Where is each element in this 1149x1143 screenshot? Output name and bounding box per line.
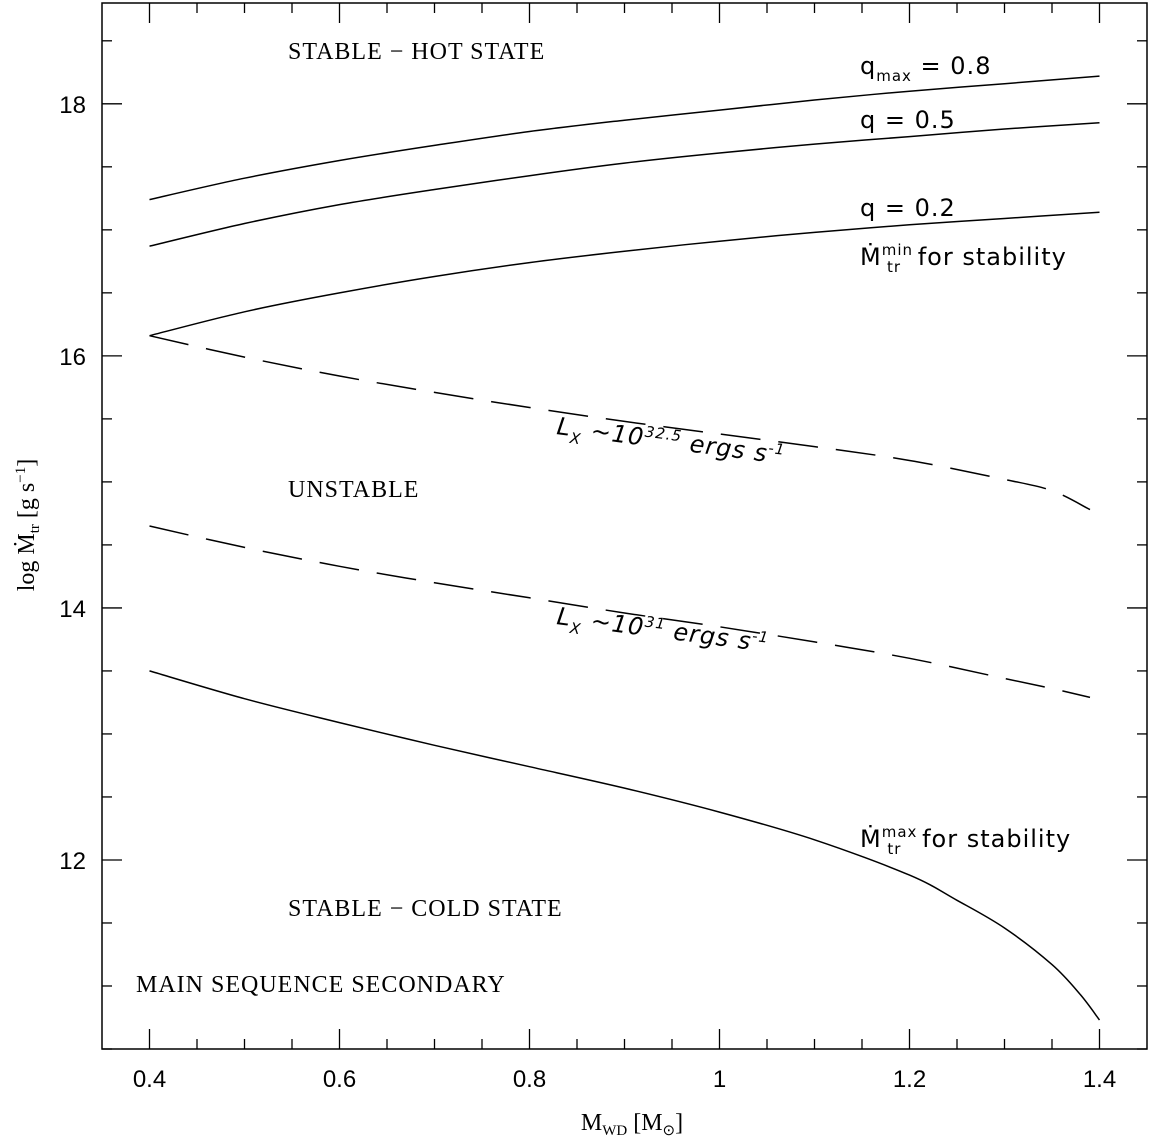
y-tick-label: 14 (59, 596, 86, 623)
curve-label-lx31: LX ~1031 ergs s-1 (555, 601, 771, 663)
series-group (149, 75, 1101, 1021)
x-tick-label: 1.2 (893, 1066, 926, 1093)
curve-label-q02: q = 0.2 (860, 194, 956, 222)
region-label-unstable: UNSTABLE (288, 477, 419, 503)
curve-label-lx325: LX ~1032.5 ergs s-1 (555, 411, 787, 475)
tick-marks (102, 3, 1147, 1050)
series-line-lx31 (149, 525, 1091, 699)
series-line-mmax (149, 670, 1101, 1021)
series-line-q02 (149, 211, 1100, 337)
series-line-qmax (149, 75, 1100, 201)
curve-label-mmin: Ṁmin tr for stability (860, 241, 1067, 276)
x-tick-label: 1.4 (1083, 1066, 1116, 1093)
x-tick-label: 0.4 (133, 1066, 166, 1093)
region-label-cold: STABLE − COLD STATE (288, 896, 563, 922)
x-tick-label: 0.8 (513, 1066, 546, 1093)
curve-label-qmax: qmax = 0.8 (860, 52, 991, 85)
y-tick-label: 16 (59, 344, 86, 371)
series-line-lx325 (149, 334, 1091, 511)
y-tick-label: 18 (59, 92, 86, 119)
tick-labels: 0.4 0.6 0.8 1 1.2 1.4 12 14 16 18 (59, 92, 1116, 1093)
curve-label-q05: q = 0.5 (860, 106, 956, 134)
y-tick-label: 12 (59, 848, 86, 875)
region-label-hot: STABLE − HOT STATE (288, 39, 545, 65)
series-line-q05 (149, 121, 1100, 247)
y-axis-label: log Ṁtr [g s−1] (13, 459, 43, 592)
x-tick-label: 0.6 (323, 1066, 356, 1093)
x-axis-label: MWD [M⊙] (581, 1110, 683, 1139)
x-tick-label: 1 (713, 1066, 726, 1093)
curve-label-mmax: Ṁmax tr for stability (860, 823, 1071, 858)
plot-frame (101, 2, 1148, 1050)
region-label-secondary: MAIN SEQUENCE SECONDARY (136, 972, 506, 998)
